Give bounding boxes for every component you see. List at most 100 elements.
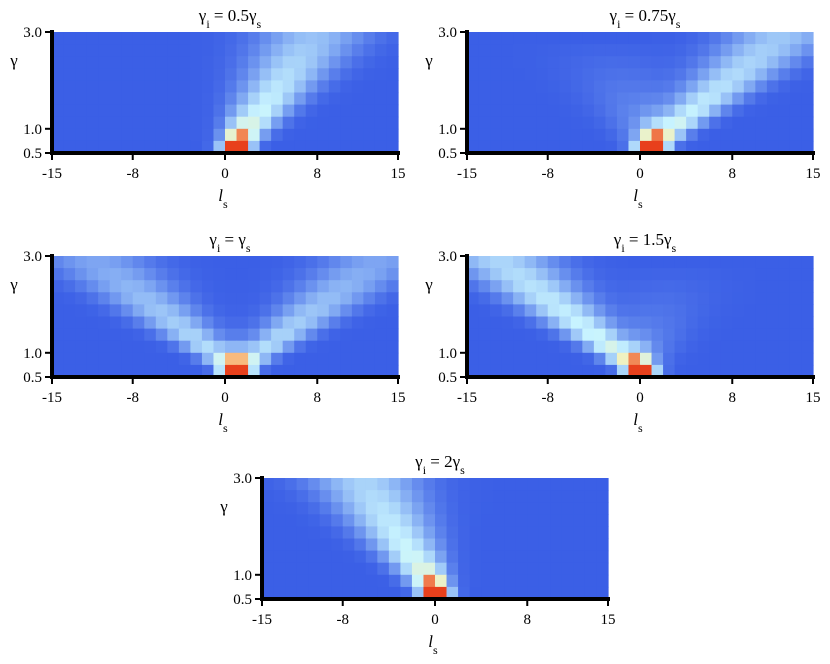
heatmap-cell — [582, 44, 595, 57]
heatmap-cell — [663, 128, 676, 142]
heatmap-cell — [778, 328, 791, 342]
heatmap-cell — [732, 364, 745, 378]
heatmap-cell — [305, 116, 318, 130]
heatmap-cell — [259, 44, 272, 57]
heatmap-cell — [308, 490, 321, 503]
heatmap-cell — [201, 364, 215, 378]
heatmap-cell — [501, 128, 514, 142]
heatmap-cell — [374, 68, 388, 81]
heatmap-cell — [75, 32, 88, 45]
heatmap-cell — [121, 140, 134, 154]
heatmap-cell — [213, 128, 226, 142]
heatmap-cell — [697, 140, 710, 154]
heatmap-cell — [351, 92, 364, 106]
heatmap-cell — [273, 574, 286, 588]
heatmap-cell — [109, 340, 122, 354]
heatmap-cell — [492, 562, 505, 576]
heatmap-cell — [308, 478, 321, 491]
heatmap-cell — [467, 364, 480, 378]
heatmap-cell — [596, 526, 609, 540]
heatmap-cell — [435, 562, 448, 576]
x-axis-label: ls — [633, 410, 643, 435]
heatmap-cell — [308, 574, 321, 588]
heatmap-cell — [446, 574, 459, 588]
heatmap-cell — [778, 280, 791, 293]
heatmap-cell — [63, 280, 76, 293]
heatmap-cell — [481, 502, 494, 515]
heatmap-cell — [458, 514, 471, 527]
heatmap-cell — [616, 56, 630, 69]
heatmap-cell — [155, 364, 168, 378]
heatmap-cell — [513, 316, 526, 330]
heatmap-cell — [190, 92, 203, 106]
heatmap-cell — [492, 574, 505, 588]
heatmap-cell — [697, 292, 710, 305]
heatmap-cell — [294, 116, 307, 130]
heatmap-cell — [755, 56, 768, 69]
heatmap-cell — [308, 514, 321, 527]
heatmap-cell — [155, 92, 168, 106]
heatmap-cell — [400, 538, 413, 552]
heatmap-cell — [294, 268, 307, 281]
heatmap-cell — [478, 32, 491, 45]
heatmap-cell — [155, 328, 168, 342]
heatmap-cell — [178, 44, 191, 57]
heatmap-cell — [467, 328, 480, 342]
heatmap-cell — [388, 502, 401, 515]
heatmap-cell — [259, 268, 272, 281]
heatmap-cell — [225, 140, 238, 154]
heatmap-cell — [354, 526, 367, 540]
heatmap-cell — [52, 44, 65, 57]
heatmap-cell — [75, 268, 88, 281]
heatmap-cell — [467, 68, 480, 81]
heatmap-cell — [743, 116, 756, 130]
heatmap-cell — [236, 316, 249, 330]
heatmap-cell — [709, 280, 722, 293]
heatmap-cell — [640, 140, 653, 154]
heatmap-cell — [538, 502, 551, 515]
heatmap-cell — [559, 116, 572, 130]
heatmap-cell — [766, 116, 779, 130]
heatmap-cell — [686, 328, 699, 342]
heatmap-cell — [121, 68, 134, 81]
heatmap-cell — [354, 502, 367, 515]
heatmap-cell — [86, 280, 99, 293]
heatmap-cell — [296, 574, 309, 588]
heatmap-cell — [132, 116, 145, 130]
heatmap-cell — [513, 304, 526, 318]
heatmap-cell — [259, 340, 272, 354]
heatmap-cell — [155, 304, 168, 318]
heatmap-cell — [144, 304, 157, 318]
heatmap-panel-5: γi = 2γs -15 -8 0 8 15 0.5 1.0 3.0 γ ls — [210, 446, 625, 664]
heatmap-cell — [86, 44, 99, 57]
heatmap-cell — [308, 586, 321, 600]
heatmap-cell — [478, 364, 491, 378]
heatmap-cell — [582, 328, 595, 342]
y-tick-label: 0.5 — [233, 592, 252, 608]
heatmap-cell — [201, 56, 215, 69]
heatmap-cell — [686, 316, 699, 330]
heatmap-cell — [132, 44, 145, 57]
heatmap-cell — [271, 116, 284, 130]
heatmap-cell — [271, 128, 284, 142]
heatmap-cell — [674, 104, 687, 118]
heatmap-cell — [52, 68, 65, 81]
heatmap-cell — [584, 538, 598, 552]
heatmap-cell — [536, 340, 549, 354]
heatmap-cell — [328, 268, 341, 281]
y-tick-label: 0.5 — [23, 146, 42, 162]
heatmap-cell — [559, 280, 572, 293]
heatmap-cell — [584, 478, 598, 491]
heatmap-cell — [766, 364, 779, 378]
heatmap-cell — [720, 352, 733, 366]
heatmap-cell — [294, 92, 307, 106]
heatmap-cell — [400, 502, 413, 515]
heatmap-cell — [342, 502, 355, 515]
heatmap-cell — [467, 56, 480, 69]
heatmap-cell — [640, 68, 653, 81]
heatmap-cell — [167, 128, 180, 142]
heatmap-cell — [570, 292, 583, 305]
heatmap-cell — [236, 304, 249, 318]
heatmap-cell — [582, 352, 595, 366]
heatmap-cell — [248, 32, 261, 45]
